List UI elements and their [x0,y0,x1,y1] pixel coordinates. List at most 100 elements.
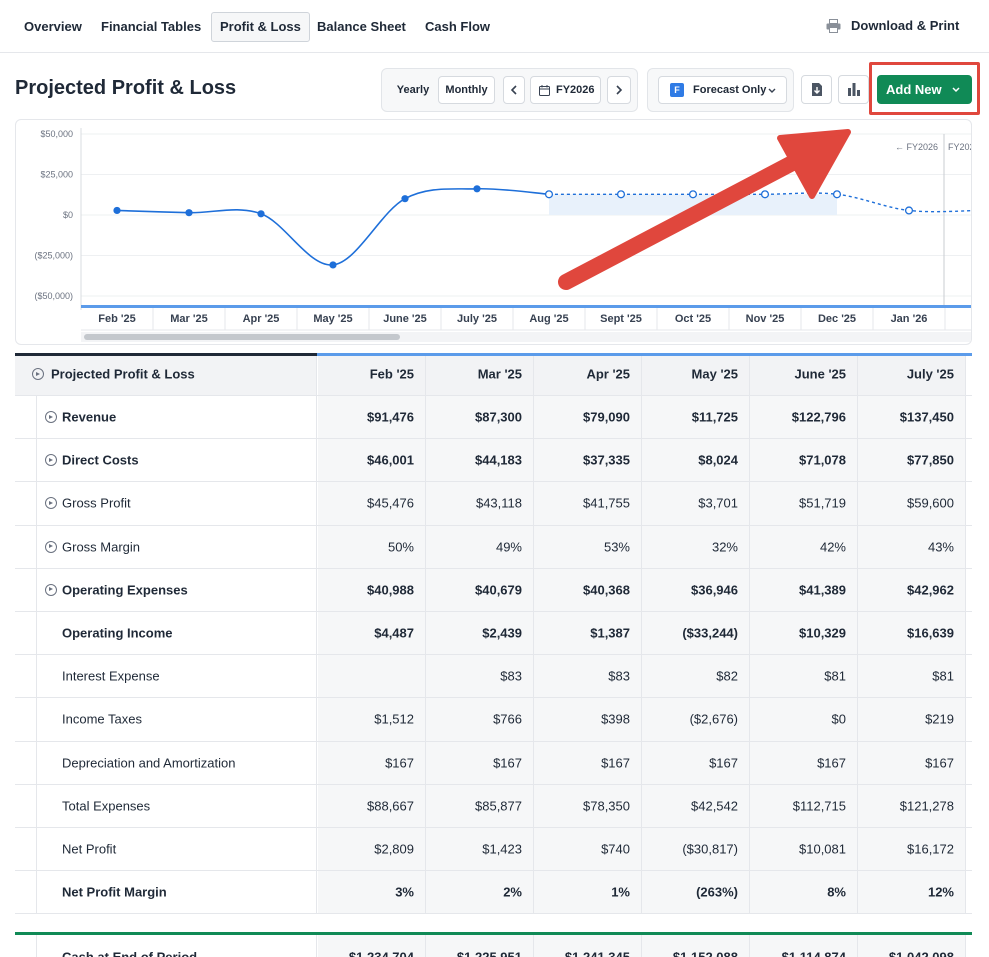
row-label-cell: Net Profit [15,828,317,871]
cell-value: 2% [503,884,522,900]
column-header[interactable]: July '25 [858,353,966,395]
x-tick-label: May '25 [313,313,352,325]
forecast-data-point [760,190,770,199]
column-header[interactable]: Feb '25 [318,353,426,395]
table-cell: $51,719 [750,482,858,525]
cell-value: $81 [932,668,954,684]
cell-value: ($2,676) [689,711,738,727]
cell-value: $1,241,345 [564,949,630,957]
table-cell: $1,423 [426,828,534,871]
table-row: Operating Income $4,487 $2,439 $1,387 ($33,2… [15,612,972,656]
cell-value: $1,114,874 [781,949,846,957]
table-cell: $83 [534,655,642,698]
next-period-button[interactable] [607,76,631,104]
expand-row-icon[interactable] [45,497,57,510]
yearly-button[interactable]: Yearly [396,84,430,96]
table-cell: $37,335 [534,439,642,482]
tab-profit-loss[interactable]: Profit & Loss [211,12,310,42]
add-new-button[interactable]: Add New [877,75,972,104]
row-indent-guide [36,396,37,439]
cell-value: $167 [493,755,522,771]
tab-financial-tables[interactable]: Financial Tables [101,19,202,34]
period-select[interactable]: FY2026 [530,76,601,104]
table-cell: $167 [750,741,858,784]
expand-row-icon[interactable] [45,583,57,596]
row-indent-guide [36,698,37,741]
table-cell: $10,329 [750,612,858,655]
table-cell: $78,350 [534,784,642,827]
table-cell: $1,152,088 [642,935,750,957]
expand-row-icon[interactable] [45,540,57,553]
forecast-data-point [616,190,626,199]
table-cell: $46,001 [318,439,426,482]
table-cell: 8% [750,871,858,914]
row-label[interactable]: Direct Costs [62,452,139,468]
cell-value: 12% [927,884,954,900]
forecast-data-point [688,190,698,199]
table-cell: $1,114,874 [750,935,858,957]
expand-row-icon[interactable] [45,411,57,424]
row-indent-guide [36,655,37,698]
table-cell: $766 [426,698,534,741]
column-header[interactable]: June '25 [750,353,858,395]
table-cell: $16,639 [858,612,966,655]
cell-value: 3% [395,884,414,900]
cell-value: ($33,244) [682,625,738,641]
cell-value: $41,389 [799,582,846,598]
download-print-button[interactable]: Download & Print [826,12,959,42]
table-cell: $1,225,951 [426,935,534,957]
data-point [185,209,193,217]
row-label[interactable]: Gross Margin [62,539,141,555]
row-label[interactable]: Gross Profit [62,495,131,511]
cell-value: $91,476 [367,409,414,425]
table-header-row: Projected Profit & Loss Feb '25 Mar '25 Apr… [15,353,972,396]
tab-balance-sheet[interactable]: Balance Sheet [317,19,406,34]
table-cell: 50% [318,525,426,568]
column-header[interactable]: May '25 [642,353,750,395]
table-cell: $40,368 [534,568,642,611]
expand-row-icon[interactable] [45,454,57,467]
column-header[interactable]: Apr '25 [534,353,642,395]
prev-period-button[interactable] [503,76,525,104]
tab-cash-flow[interactable]: Cash Flow [425,19,491,34]
fiscal-year-annotation: FY202 [948,142,972,152]
table-header-label: Projected Profit & Loss [51,366,195,382]
row-label[interactable]: Operating Expenses [62,582,188,598]
table-cell: $4,487 [318,612,426,655]
cell-value: $112,715 [792,798,846,814]
table-cell: $11,725 [642,396,750,439]
cell-value: $4,487 [374,625,414,641]
column-header-label: June '25 [794,366,846,382]
cell-value: $78,350 [583,798,630,814]
monthly-button[interactable]: Monthly [438,76,495,104]
table-cell: 32% [642,525,750,568]
column-header[interactable]: Mar '25 [426,353,534,395]
expand-all-icon[interactable] [32,368,44,380]
chart-toggle-button[interactable] [838,75,869,104]
table-cell: $167 [426,741,534,784]
forecast-select[interactable]: F Forecast Only [658,76,787,104]
table-row: Depreciation and Amortization $167 $167 $16… [15,741,972,785]
cell-value: $85,877 [475,798,522,814]
row-indent-guide [36,525,37,568]
table-cell: $16,172 [858,828,966,871]
scroll-thumb[interactable] [84,334,400,340]
cell-value: $83 [500,668,522,684]
tab-overview[interactable]: Overview [24,19,82,34]
export-file-button[interactable] [801,75,832,104]
table-cell: $167 [858,741,966,784]
data-point [329,261,337,269]
table-cell: $0 [750,698,858,741]
cell-value: $46,001 [367,452,414,468]
cell-value: $45,476 [367,495,414,511]
table-cell: 3% [318,871,426,914]
table-cell: $85,877 [426,784,534,827]
cell-value: $1,234,704 [348,949,414,957]
row-label[interactable]: Revenue [62,409,117,425]
row-label-cell: Gross Margin [15,525,317,568]
table-cell: $77,850 [858,439,966,482]
table-cell: $2,809 [318,828,426,871]
row-label-cell: Direct Costs [15,439,317,482]
x-tick-label: Oct '25 [675,313,711,325]
period-toolbar: Yearly Monthly FY2026 [381,68,638,112]
